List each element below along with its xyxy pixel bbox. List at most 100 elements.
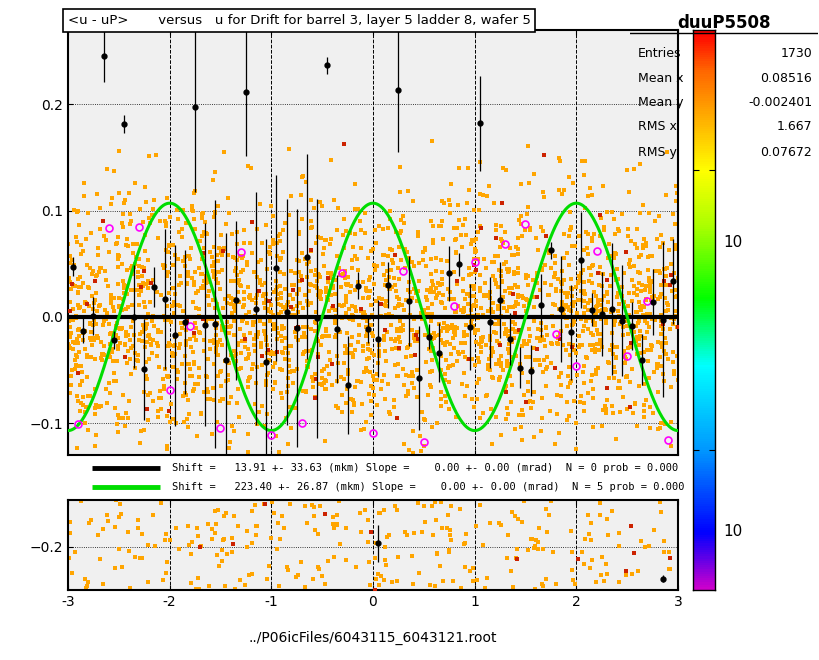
Point: [67, 205, 80, 215]
Point: [581, 305, 594, 315]
Point: [584, 376, 597, 387]
Point: [641, 356, 654, 366]
Point: [472, 339, 485, 349]
Point: [527, 291, 541, 302]
Point: [208, 269, 221, 279]
Point: [530, 271, 543, 281]
Point: [500, 356, 513, 366]
Point: [176, 391, 189, 401]
Point: [618, 315, 631, 325]
Point: [243, 372, 256, 383]
Point: [522, 352, 535, 362]
Point: [329, 275, 342, 285]
Point: [229, 263, 242, 273]
Point: [275, 392, 288, 403]
Point: [497, 303, 510, 313]
Point: [278, 217, 291, 228]
Point: [108, 521, 121, 532]
Point: [367, 350, 380, 360]
Point: [485, 372, 498, 382]
Point: [618, 247, 631, 257]
Point: [441, 545, 455, 556]
Point: [93, 202, 106, 213]
Point: [207, 257, 220, 268]
Point: [164, 212, 177, 222]
Point: [520, 545, 533, 556]
Point: [270, 299, 283, 310]
Point: [569, 370, 582, 380]
Point: [122, 396, 135, 407]
Point: [584, 296, 597, 306]
Point: [606, 407, 619, 418]
Point: [448, 330, 461, 341]
Point: [492, 517, 505, 528]
Point: [65, 314, 78, 325]
Point: [568, 579, 581, 589]
Point: [514, 219, 527, 230]
Point: [356, 308, 369, 318]
Point: [185, 371, 198, 381]
Point: [654, 316, 667, 327]
Point: [544, 496, 557, 507]
Point: [137, 425, 150, 436]
Point: [390, 505, 403, 515]
Point: [81, 424, 94, 435]
Point: [273, 364, 286, 374]
Point: [310, 276, 324, 286]
Point: [611, 376, 624, 386]
Point: [640, 327, 654, 337]
Point: [411, 230, 424, 241]
Point: [583, 340, 596, 350]
Point: [640, 318, 653, 329]
Point: [210, 300, 223, 310]
Point: [137, 277, 150, 288]
Text: ../P06icFiles/6043115_6043121.root: ../P06icFiles/6043115_6043121.root: [248, 632, 496, 645]
Point: [331, 403, 344, 413]
Point: [487, 197, 500, 208]
Point: [608, 315, 621, 326]
Point: [552, 153, 565, 164]
Point: [121, 241, 134, 251]
Point: [636, 310, 649, 320]
Point: [657, 547, 670, 558]
Point: [596, 222, 609, 232]
Point: [608, 248, 621, 258]
Point: [562, 411, 575, 422]
Point: [63, 316, 76, 327]
Point: [664, 417, 677, 428]
Point: [78, 574, 91, 584]
Point: [309, 374, 322, 384]
Point: [100, 398, 113, 409]
Point: [607, 362, 620, 373]
Point: [446, 294, 459, 304]
Point: [156, 374, 170, 384]
Point: [605, 506, 618, 516]
Point: [517, 390, 530, 401]
Point: [91, 529, 104, 540]
Point: [64, 251, 77, 261]
Point: [348, 381, 361, 392]
Point: [635, 301, 648, 312]
Point: [581, 276, 595, 286]
Point: [268, 319, 281, 329]
Point: [382, 223, 395, 234]
Point: [167, 297, 180, 308]
Point: [423, 366, 436, 377]
Point: [468, 360, 482, 370]
Point: [179, 350, 192, 361]
Point: [633, 325, 646, 336]
Point: [653, 267, 666, 278]
Point: [448, 322, 461, 333]
Point: [104, 352, 117, 363]
Point: [88, 294, 101, 305]
Point: [419, 312, 432, 323]
Point: [411, 335, 424, 346]
Point: [498, 286, 511, 296]
Point: [203, 343, 216, 354]
Point: [391, 324, 404, 335]
Point: [583, 262, 596, 273]
Point: [537, 341, 550, 352]
Point: [335, 389, 348, 400]
Point: [306, 381, 319, 392]
Point: [201, 519, 215, 529]
